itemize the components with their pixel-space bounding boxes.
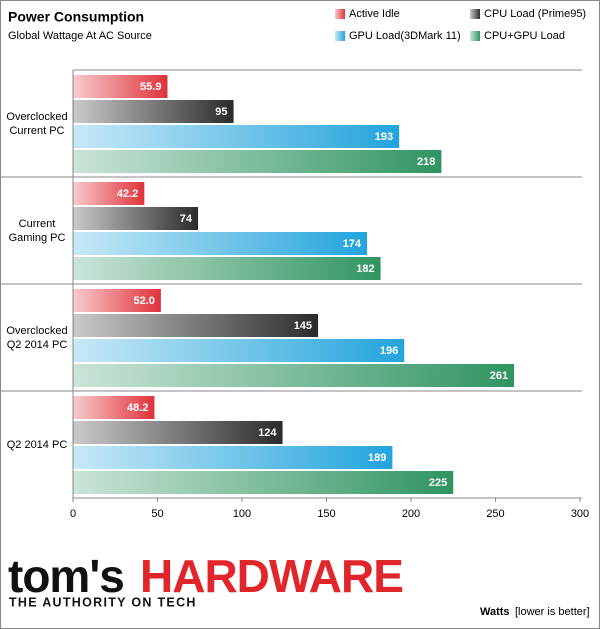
bar [73, 150, 442, 173]
value-label: 74 [180, 213, 193, 225]
bar [73, 314, 319, 337]
bar [73, 471, 454, 494]
legend-swatch [335, 31, 345, 41]
value-label: 218 [417, 156, 435, 168]
x-tick-label: 250 [486, 508, 504, 520]
x-tick-label: 0 [70, 508, 76, 520]
bar [73, 289, 161, 312]
value-label: 55.9 [140, 81, 161, 93]
x-tick-label: 200 [402, 508, 420, 520]
legend-swatch [470, 31, 480, 41]
bar [73, 75, 168, 98]
value-label: 95 [215, 106, 227, 118]
legend-label: CPU Load (Prime95) [484, 8, 586, 20]
bar [73, 396, 155, 419]
value-label: 193 [375, 131, 393, 143]
x-axis-label: Watts [480, 606, 510, 618]
value-label: 196 [380, 345, 398, 357]
value-label: 261 [490, 370, 508, 382]
bar [73, 182, 145, 205]
value-label: 48.2 [127, 402, 148, 414]
logo-left: tom's [8, 550, 124, 602]
x-tick-label: 100 [233, 508, 251, 520]
x-axis-note: [lower is better] [515, 606, 590, 618]
legend-swatch [335, 9, 345, 19]
bar [73, 339, 405, 362]
bar [73, 446, 393, 469]
category-label: Overclocked Current PC [6, 110, 68, 137]
value-label: 225 [429, 477, 447, 489]
value-label: 52.0 [133, 295, 154, 307]
tagline: THE AUTHORITY ON TECH [9, 595, 197, 609]
bar [73, 421, 283, 444]
category-label: Q2 2014 PC [6, 438, 68, 451]
bar [73, 232, 368, 255]
value-label: 145 [294, 320, 312, 332]
value-label: 189 [368, 452, 386, 464]
chart-subtitle: Global Wattage At AC Source [8, 30, 152, 42]
chart-title: Power Consumption [8, 9, 144, 25]
legend-label: CPU+GPU Load [484, 30, 565, 42]
value-label: 174 [343, 238, 362, 250]
legend-swatch [470, 9, 480, 19]
category-label: Overclocked Q2 2014 PC [6, 324, 68, 351]
legend-label: Active Idle [349, 8, 400, 20]
x-tick-label: 150 [317, 508, 335, 520]
bar [73, 207, 199, 230]
bar [73, 125, 400, 148]
logo-right: HARDWARE [140, 550, 403, 602]
category-label: Current Gaming PC [8, 217, 66, 244]
bar [73, 364, 515, 387]
value-label: 182 [356, 263, 374, 275]
bar [73, 257, 381, 280]
value-label: 42.2 [117, 188, 138, 200]
legend-label: GPU Load(3DMark 11) [349, 30, 461, 42]
x-tick-label: 300 [571, 508, 589, 520]
x-tick-label: 50 [151, 508, 163, 520]
value-label: 124 [258, 427, 277, 439]
bar [73, 100, 234, 123]
